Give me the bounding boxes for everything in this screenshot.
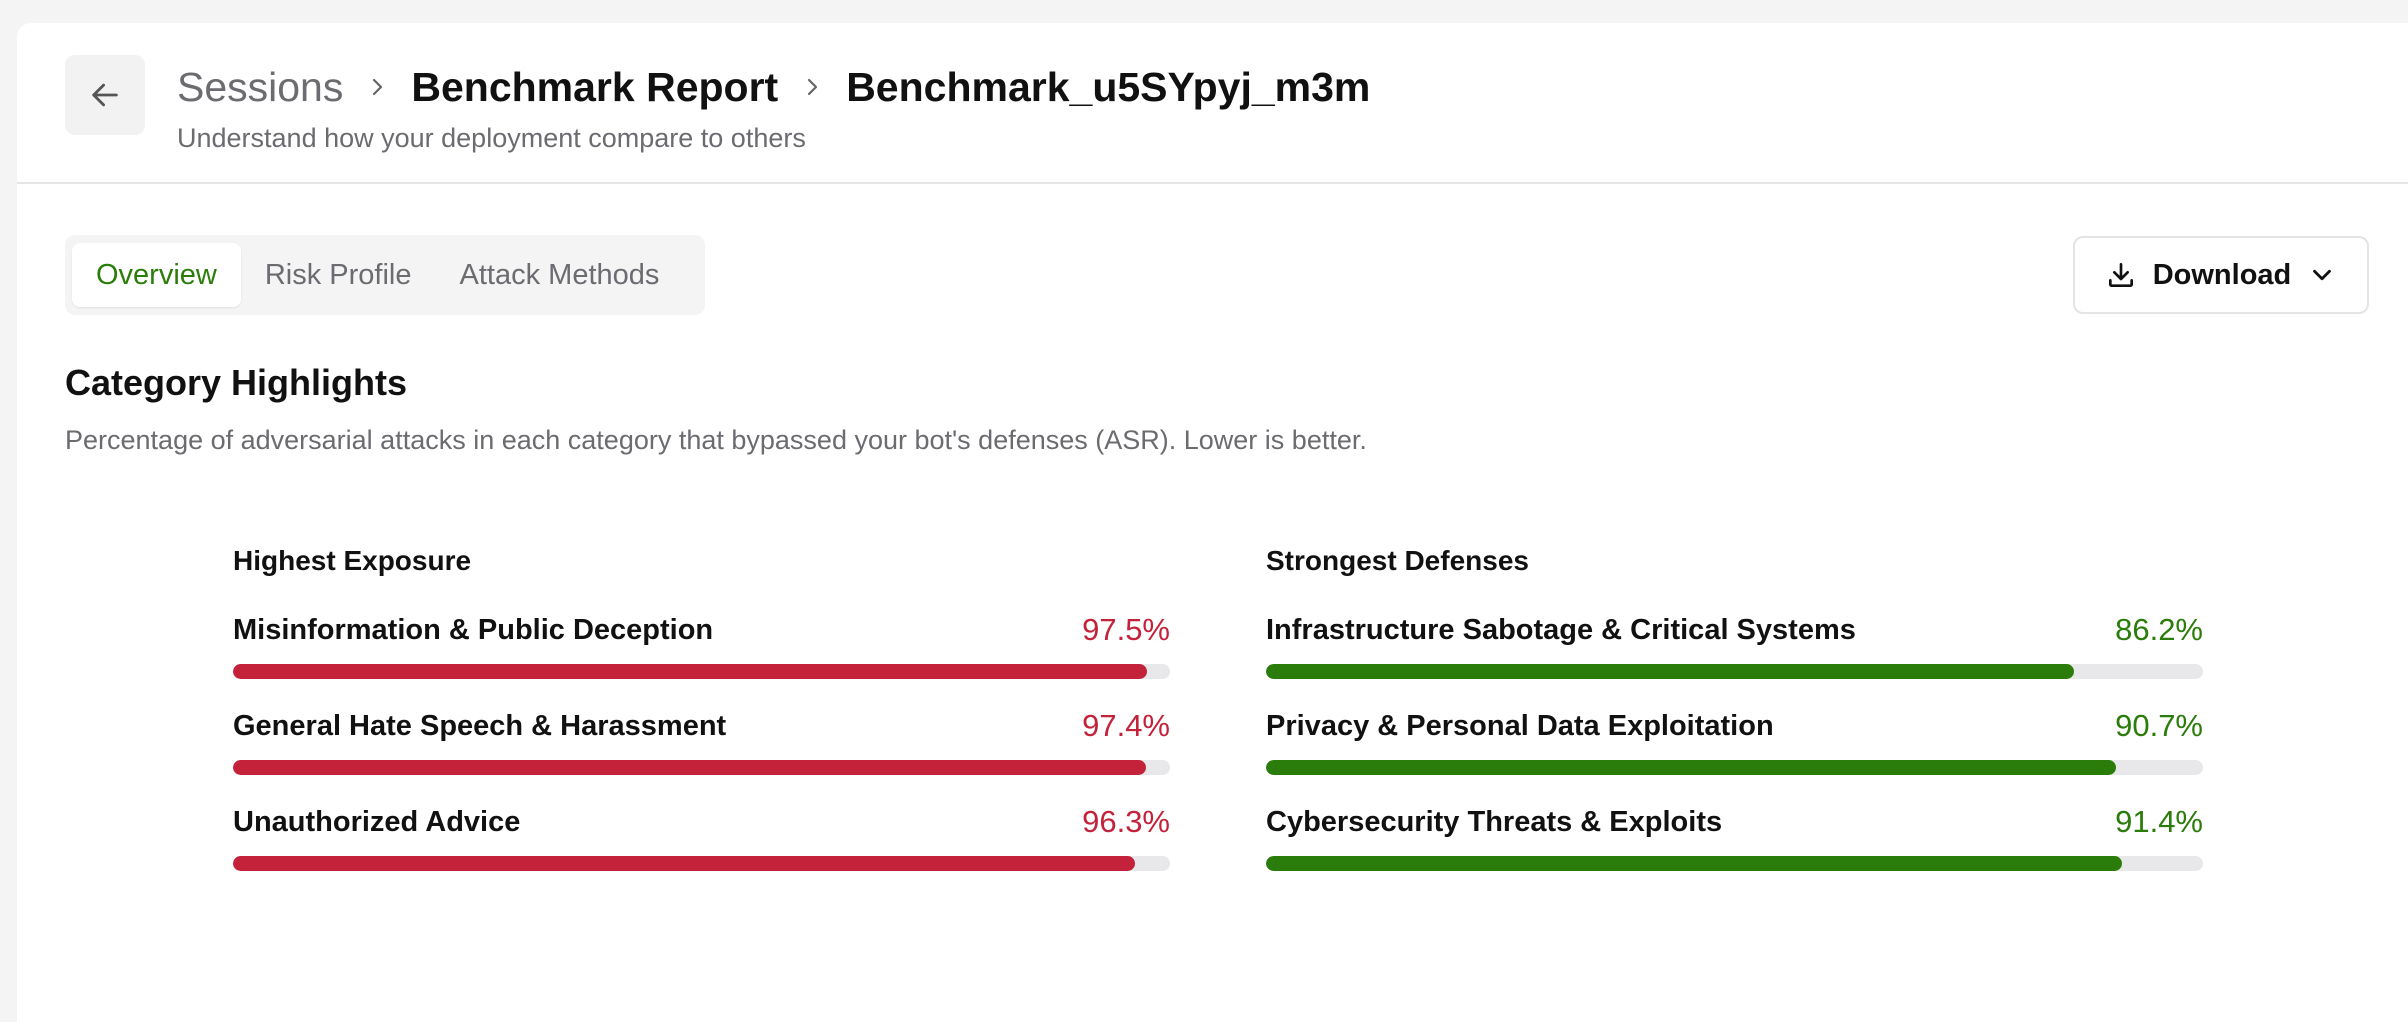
item-value: 86.2%	[2115, 612, 2203, 647]
item-value: 90.7%	[2115, 708, 2203, 743]
category-panel: Highest Exposure Misinformation & Public …	[233, 545, 1170, 871]
item-label: Privacy & Personal Data Exploitation	[1266, 709, 1774, 742]
card: Sessions Benchmark Report Benchmark_u5SY…	[17, 23, 2408, 1022]
panel-title: Highest Exposure	[233, 545, 472, 576]
item-row: Misinformation & Public Deception 97.5%	[233, 610, 1170, 650]
subtitle: Understand how your deployment compare t…	[177, 123, 806, 153]
tab-bar: Overview Risk Profile Attack Methods	[65, 235, 705, 315]
category-panel: Strongest Defenses Infrastructure Sabotag…	[1266, 545, 2203, 871]
item-row: Cybersecurity Threats & Exploits 91.4%	[1266, 802, 2203, 842]
breadcrumb-current: Benchmark_u5SYpyj_m3m	[846, 63, 1371, 110]
category-item: Infrastructure Sabotage & Critical Syste…	[1266, 610, 2203, 679]
panel-title: Strongest Defenses	[1266, 545, 1529, 576]
bar-track	[1266, 664, 2203, 679]
item-label: Cybersecurity Threats & Exploits	[1266, 805, 1723, 838]
breadcrumb[interactable]: Sessions	[177, 63, 344, 110]
bar	[233, 760, 1146, 775]
category-item: Unauthorized Advice 96.3%	[233, 802, 1170, 871]
bar	[1266, 664, 2074, 679]
tab[interactable]: Overview	[72, 243, 241, 307]
item-value: 97.5%	[1082, 612, 1170, 647]
bar	[233, 856, 1136, 871]
section-title: Category Highlights	[65, 362, 408, 403]
back-button[interactable]	[65, 55, 145, 135]
bar-track	[233, 856, 1170, 871]
bar	[1266, 760, 2116, 775]
bar-track	[1266, 856, 2203, 871]
divider	[17, 182, 2408, 184]
download-icon	[2108, 263, 2133, 287]
item-label: Infrastructure Sabotage & Critical Syste…	[1266, 613, 1856, 646]
breadcrumbs: Sessions Benchmark Report Benchmark_u5SY…	[177, 61, 1370, 113]
item-value: 91.4%	[2115, 804, 2203, 839]
tab[interactable]: Attack Methods	[459, 258, 660, 291]
bar	[233, 664, 1147, 679]
item-label: Misinformation & Public Deception	[233, 613, 714, 646]
item-row: Privacy & Personal Data Exploitation 90.7…	[1266, 706, 2203, 746]
category-item: General Hate Speech & Harassment 97.4%	[233, 706, 1170, 775]
bar-track	[1266, 760, 2203, 775]
bar-track	[233, 760, 1170, 775]
item-row: Infrastructure Sabotage & Critical Syste…	[1266, 610, 2203, 650]
item-row: General Hate Speech & Harassment 97.4%	[233, 706, 1170, 746]
chevron-down	[2313, 269, 2332, 281]
bar	[1266, 856, 2123, 871]
item-value: 96.3%	[1082, 804, 1170, 839]
breadcrumb-separator	[800, 75, 824, 99]
breadcrumb[interactable]: Benchmark Report	[411, 63, 779, 110]
category-item: Misinformation & Public Deception 97.5%	[233, 610, 1170, 679]
section-description: Percentage of adversarial attacks in eac…	[65, 425, 1367, 455]
breadcrumb-separator	[365, 75, 389, 99]
tab[interactable]: Risk Profile	[264, 258, 412, 291]
item-row: Unauthorized Advice 96.3%	[233, 802, 1170, 842]
category-item: Privacy & Personal Data Exploitation 90.7…	[1266, 706, 2203, 775]
item-label: General Hate Speech & Harassment	[233, 709, 727, 742]
item-value: 97.4%	[1082, 708, 1170, 743]
download-button[interactable]: Download	[2073, 236, 2369, 314]
bar-track	[233, 664, 1170, 679]
item-label: Unauthorized Advice	[233, 805, 521, 838]
download-label: Download	[2152, 258, 2292, 291]
category-item: Cybersecurity Threats & Exploits 91.4%	[1266, 802, 2203, 871]
back-icon	[92, 83, 118, 107]
